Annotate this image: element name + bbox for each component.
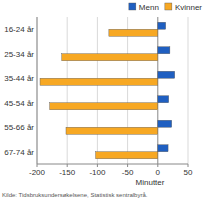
bar — [158, 22, 166, 29]
tick-label: -100 — [89, 168, 106, 177]
bar — [62, 54, 158, 61]
legend-swatch — [165, 3, 172, 10]
bar — [40, 78, 158, 85]
x-axis — [37, 164, 188, 165]
category-label: 45-54 år — [4, 99, 34, 108]
chart-svg: -200 -150 -100 -50 0 50 16-24 år 25-34 år 35-44 … — [0, 0, 204, 200]
legend-label: Menn — [139, 3, 159, 12]
grid-line — [97, 17, 98, 164]
category-label: 25-34 år — [4, 50, 34, 59]
axis-label: Minutter — [136, 178, 165, 187]
bars — [40, 22, 175, 159]
tick-label: -50 — [122, 168, 134, 177]
grid-line — [157, 17, 158, 164]
category-label: 55-66 år — [4, 123, 34, 132]
bar — [158, 145, 168, 152]
tick-label: -200 — [29, 168, 46, 177]
tick-label: 50 — [184, 168, 193, 177]
chart: -200 -150 -100 -50 0 50 16-24 år 25-34 år 35-44 … — [0, 0, 204, 200]
tick-label: -150 — [59, 168, 76, 177]
source: Kilde: Tidsbruksundersøkelsene, Statisti… — [2, 192, 148, 198]
bar — [158, 47, 170, 54]
category-label: 35-44 år — [4, 74, 34, 83]
grid-line — [67, 17, 68, 164]
legend-swatch — [129, 3, 136, 10]
bar — [158, 96, 169, 103]
grid-line — [127, 17, 128, 164]
bar — [109, 29, 158, 36]
category-label: 67-74 år — [4, 148, 34, 157]
y-axis — [37, 17, 38, 164]
bar — [66, 127, 158, 134]
bar — [158, 120, 172, 127]
legend-label: Kvinner — [175, 3, 202, 12]
category-label: 16-24 år — [4, 25, 34, 34]
legend: Kvinner Menn — [129, 3, 202, 12]
tick-label: 0 — [156, 168, 161, 177]
bar — [96, 152, 158, 159]
bar — [158, 71, 175, 78]
grid-line — [188, 17, 189, 164]
bar — [50, 103, 158, 110]
grid-line — [37, 17, 38, 164]
